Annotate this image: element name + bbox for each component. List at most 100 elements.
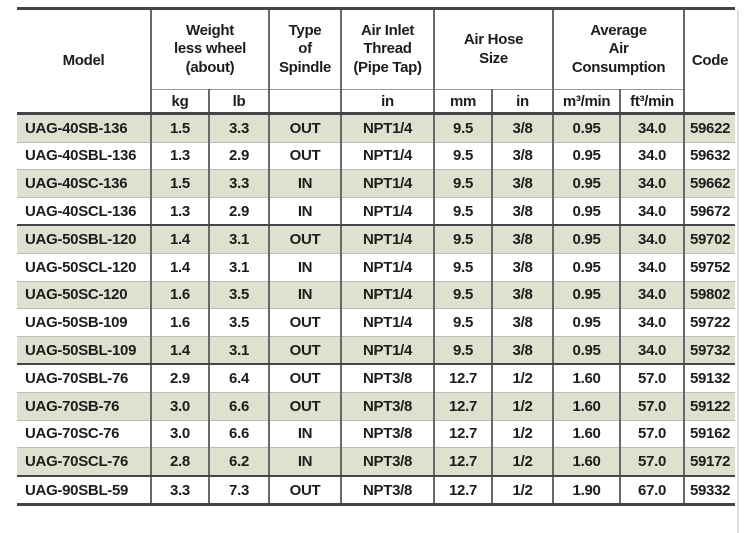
cell-inlet: NPT3/8 (340, 475, 436, 507)
cell-model: UAG-50SBL-120 (17, 225, 152, 254)
table-row: UAG-50SC-120 1.6 3.5 IN NPT1/4 9.5 3/8 0.95 34.0… (17, 281, 736, 310)
cell-ft3min: 57.0 (619, 392, 686, 421)
cell-hose_in: 3/8 (491, 225, 555, 254)
cell-model: UAG-40SB-136 (17, 113, 152, 143)
cell-model: UAG-50SB-109 (17, 308, 152, 337)
cell-hose_in: 1/2 (491, 364, 555, 393)
cell-hose_in: 3/8 (491, 253, 555, 282)
cell-m3min: 1.60 (552, 392, 622, 421)
cell-kg: 1.5 (150, 113, 210, 143)
table-row: UAG-70SC-76 3.0 6.6 IN NPT3/8 12.7 1/2 1.60 57.0… (17, 420, 736, 449)
col-header-air-hose: Air Hose Size (433, 7, 555, 90)
cell-code: 59332 (683, 475, 736, 507)
unit-header-lb: lb (207, 89, 271, 115)
cell-lb: 3.5 (207, 308, 271, 337)
cell-kg: 1.3 (150, 197, 210, 227)
cell-ft3min: 57.0 (619, 420, 686, 449)
unit-header-kg: kg (151, 89, 210, 115)
cell-inlet: NPT1/4 (340, 197, 436, 227)
cell-lb: 3.1 (207, 253, 271, 282)
cell-kg: 3.0 (150, 392, 210, 421)
cell-ft3min: 34.0 (619, 253, 686, 282)
cell-lb: 3.3 (207, 113, 271, 143)
cell-hose_in: 3/8 (491, 197, 555, 227)
cell-hose_mm: 9.5 (433, 308, 494, 337)
cell-spindle: OUT (268, 392, 343, 421)
cell-hose_in: 3/8 (491, 113, 555, 143)
cell-lb: 6.2 (207, 447, 271, 477)
cell-code: 59722 (683, 308, 736, 337)
unit-header-mm: mm (433, 89, 494, 115)
cell-lb: 3.5 (207, 281, 271, 310)
cell-hose_mm: 12.7 (433, 364, 494, 393)
cell-ft3min: 57.0 (619, 447, 686, 477)
cell-model: UAG-70SBL-76 (17, 364, 152, 393)
table-body: UAG-40SB-136 1.5 3.3 OUT NPT1/4 9.5 3/8 0.95 34.… (17, 113, 736, 507)
col-header-code: Code (683, 7, 736, 115)
cell-code: 59132 (683, 364, 736, 393)
cell-model: UAG-50SBL-109 (17, 336, 152, 366)
cell-hose_in: 3/8 (491, 281, 555, 310)
cell-hose_mm: 9.5 (433, 197, 494, 227)
cell-ft3min: 34.0 (619, 225, 686, 254)
cell-inlet: NPT1/4 (340, 225, 436, 254)
cell-hose_in: 3/8 (491, 142, 555, 171)
cell-m3min: 0.95 (552, 169, 622, 198)
cell-lb: 2.9 (207, 197, 271, 227)
cell-code: 59632 (683, 142, 736, 171)
cell-ft3min: 67.0 (619, 475, 686, 507)
cell-kg: 2.8 (150, 447, 210, 477)
col-header-air-inlet: Air Inlet Thread (Pipe Tap) (340, 7, 436, 90)
cell-hose_mm: 9.5 (433, 142, 494, 171)
table-row: UAG-40SC-136 1.5 3.3 IN NPT1/4 9.5 3/8 0.95 34.0… (17, 169, 736, 198)
cell-lb: 6.4 (207, 364, 271, 393)
table-row: UAG-40SB-136 1.5 3.3 OUT NPT1/4 9.5 3/8 0.95 34.… (17, 113, 736, 143)
page-edge-line (737, 10, 739, 533)
cell-hose_in: 1/2 (491, 392, 555, 421)
cell-kg: 1.4 (150, 253, 210, 282)
cell-inlet: NPT1/4 (340, 308, 436, 337)
cell-m3min: 1.90 (552, 475, 622, 507)
cell-lb: 6.6 (207, 392, 271, 421)
cell-kg: 1.4 (150, 225, 210, 254)
cell-ft3min: 57.0 (619, 364, 686, 393)
cell-spindle: OUT (268, 113, 343, 143)
col-header-consumption: Average Air Consumption (552, 7, 686, 90)
cell-lb: 2.9 (207, 142, 271, 171)
cell-inlet: NPT3/8 (340, 447, 436, 477)
cell-inlet: NPT3/8 (340, 420, 436, 449)
cell-model: UAG-70SC-76 (17, 420, 152, 449)
unit-header-ft3min: ft³/min (619, 89, 685, 115)
cell-model: UAG-40SC-136 (17, 169, 152, 198)
table-row: UAG-50SB-109 1.6 3.5 OUT NPT1/4 9.5 3/8 0.95 34.… (17, 308, 736, 337)
cell-model: UAG-40SBL-136 (17, 142, 152, 171)
table-row: UAG-40SBL-136 1.3 2.9 OUT NPT1/4 9.5 3/8 0.95 34… (17, 142, 736, 171)
table-row: UAG-50SCL-120 1.4 3.1 IN NPT1/4 9.5 3/8 0.95 34.… (17, 253, 736, 282)
table-row: UAG-70SCL-76 2.8 6.2 IN NPT3/8 12.7 1/2 1.60 57.… (17, 447, 736, 477)
cell-kg: 1.5 (150, 169, 210, 198)
cell-spindle: OUT (268, 308, 343, 337)
cell-m3min: 1.60 (552, 364, 622, 393)
table-row: UAG-90SBL-59 3.3 7.3 OUT NPT3/8 12.7 1/2 1.90 67… (17, 475, 736, 507)
cell-inlet: NPT1/4 (340, 169, 436, 198)
cell-inlet: NPT3/8 (340, 392, 436, 421)
cell-inlet: NPT3/8 (340, 364, 436, 393)
unit-header-m3min: m³/min (552, 89, 622, 115)
cell-hose_mm: 9.5 (433, 281, 494, 310)
cell-inlet: NPT1/4 (340, 113, 436, 143)
table-row: UAG-70SB-76 3.0 6.6 OUT NPT3/8 12.7 1/2 1.60 57.… (17, 392, 736, 421)
cell-ft3min: 34.0 (619, 308, 686, 337)
cell-code: 59162 (683, 420, 736, 449)
cell-hose_mm: 12.7 (433, 392, 494, 421)
unit-header-spindle-empty (268, 89, 343, 115)
cell-kg: 1.6 (150, 281, 210, 310)
cell-m3min: 0.95 (552, 281, 622, 310)
cell-lb: 7.3 (207, 475, 271, 507)
cell-spindle: IN (268, 253, 343, 282)
cell-hose_mm: 9.5 (433, 336, 494, 366)
cell-m3min: 0.95 (552, 197, 622, 227)
cell-ft3min: 34.0 (619, 197, 686, 227)
cell-m3min: 0.95 (552, 142, 622, 171)
cell-hose_in: 3/8 (491, 169, 555, 198)
